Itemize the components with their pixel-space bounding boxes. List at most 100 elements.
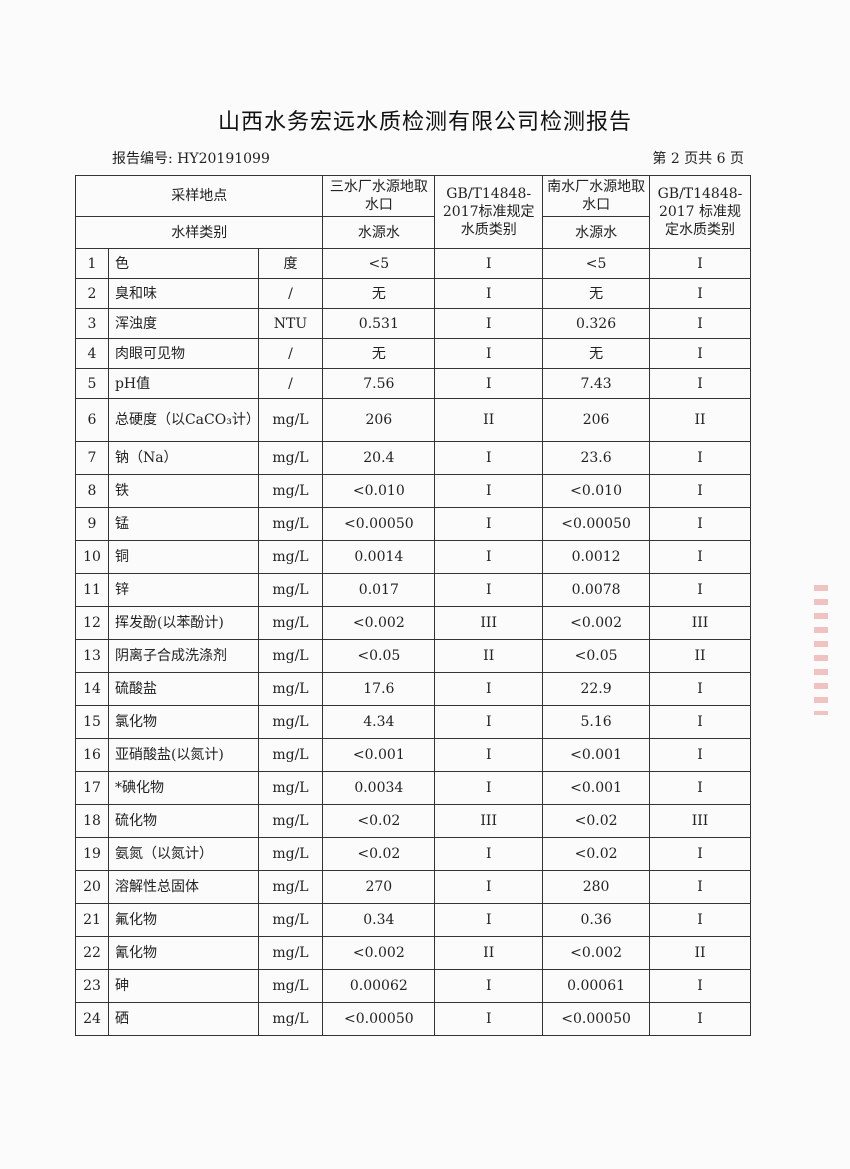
site2-class: I: [649, 870, 751, 904]
site2-class: I: [649, 338, 751, 369]
unit: mg/L: [257, 837, 324, 871]
site2-value: <0.00050: [542, 507, 650, 541]
site1-value: 4.34: [322, 705, 436, 739]
site2-class: I: [649, 507, 751, 541]
site2-value: 无: [542, 278, 650, 309]
site2-value: 23.6: [542, 441, 650, 475]
site1-class: I: [434, 672, 544, 706]
site2-value: <0.02: [542, 804, 650, 838]
item-name: 铜: [107, 540, 259, 574]
row-number: 14: [75, 672, 109, 706]
site2-name: 南水厂水源地取水口: [542, 175, 650, 217]
row-number: 10: [75, 540, 109, 574]
item-name: pH值: [107, 368, 259, 399]
site2-class: II: [649, 398, 751, 442]
site1-class: I: [434, 969, 544, 1003]
site1-class: I: [434, 308, 544, 339]
site2-class: I: [649, 474, 751, 508]
unit: mg/L: [257, 639, 324, 673]
site1-class: I: [434, 837, 544, 871]
row-number: 3: [75, 308, 109, 339]
report-number: 报告编号: HY20191099: [112, 151, 270, 167]
report-title: 山西水务宏远水质检测有限公司检测报告: [217, 110, 632, 135]
item-name: 锌: [107, 573, 259, 607]
row-number: 7: [75, 441, 109, 475]
site2-value: 0.0012: [542, 540, 650, 574]
unit: mg/L: [257, 441, 324, 475]
table-row: 4 肉眼可见物 / 无 I 无 I: [75, 338, 751, 369]
item-name: 阴离子合成洗涤剂: [107, 639, 259, 673]
site1-value: 0.531: [322, 308, 436, 339]
row-number: 20: [75, 870, 109, 904]
site2-class: I: [649, 705, 751, 739]
unit: mg/L: [257, 936, 324, 970]
table-row: 20 溶解性总固体 mg/L 270 I 280 I: [75, 870, 751, 904]
unit: mg/L: [257, 969, 324, 1003]
site1-value: 270: [322, 870, 436, 904]
site1-value: 0.34: [322, 903, 436, 937]
item-name: 硒: [107, 1002, 259, 1036]
site1-value: <0.002: [322, 606, 436, 640]
site2-class: I: [649, 308, 751, 339]
item-name: 臭和味: [107, 278, 259, 309]
site2-class: I: [649, 969, 751, 1003]
site1-value: 0.0014: [322, 540, 436, 574]
site2-class: II: [649, 639, 751, 673]
site1-value: 0.0034: [322, 771, 436, 805]
table-row: 15 氯化物 mg/L 4.34 I 5.16 I: [75, 705, 751, 739]
row-number: 24: [75, 1002, 109, 1036]
item-name: 氰化物: [107, 936, 259, 970]
site1-value: 无: [322, 338, 436, 369]
row-number: 9: [75, 507, 109, 541]
site1-type: 水源水: [322, 216, 436, 249]
row-number: 13: [75, 639, 109, 673]
site1-class: I: [434, 441, 544, 475]
row-number: 17: [75, 771, 109, 805]
site2-class: I: [649, 248, 751, 279]
site1-class: I: [434, 540, 544, 574]
table-row: 19 氨氮（以氮计） mg/L <0.02 I <0.02 I: [75, 837, 751, 871]
site1-value: <0.001: [322, 738, 436, 772]
site2-value: <0.002: [542, 936, 650, 970]
site2-class: I: [649, 1002, 751, 1036]
site2-class: I: [649, 540, 751, 574]
site1-value: 无: [322, 278, 436, 309]
site1-value: <0.010: [322, 474, 436, 508]
table-row: 10 铜 mg/L 0.0014 I 0.0012 I: [75, 540, 751, 574]
site2-value: 无: [542, 338, 650, 369]
site1-class: I: [434, 1002, 544, 1036]
site1-class: III: [434, 606, 544, 640]
site2-class: II: [649, 936, 751, 970]
site1-class: I: [434, 738, 544, 772]
site1-value: 0.00062: [322, 969, 436, 1003]
item-name: 浑浊度: [107, 308, 259, 339]
table-row: 21 氟化物 mg/L 0.34 I 0.36 I: [75, 903, 751, 937]
table-row: 13 阴离子合成洗涤剂 mg/L <0.05 II <0.05 II: [75, 639, 751, 673]
site2-value: <0.001: [542, 771, 650, 805]
site1-class: II: [434, 936, 544, 970]
table-row: 5 pH值/7.56 I 7.43 I: [75, 368, 751, 399]
unit: mg/L: [257, 738, 324, 772]
table-row: 3 浑浊度 NTU 0.531 I 0.326 I: [75, 308, 751, 339]
site2-class: I: [649, 771, 751, 805]
unit: mg/L: [257, 1002, 324, 1036]
unit: NTU: [257, 308, 324, 339]
row-number: 6: [75, 398, 109, 442]
results-table: 采样地点 三水厂水源地取水口 GB/T14848-2017标准规定水质类别 南水…: [74, 175, 751, 1036]
unit: /: [257, 278, 324, 309]
row-number: 8: [75, 474, 109, 508]
table-row: 7 钠（Na） mg/L 20.4 I 23.6 I: [75, 441, 751, 475]
site2-value: 7.43: [542, 368, 650, 399]
unit: mg/L: [257, 903, 324, 937]
row-number: 12: [75, 606, 109, 640]
site2-class: III: [649, 804, 751, 838]
site1-class: I: [434, 507, 544, 541]
item-name: 总硬度（以CaCO₃计）: [107, 398, 260, 442]
item-name: 铁: [107, 474, 259, 508]
unit: /: [257, 368, 324, 399]
row-number: 16: [75, 738, 109, 772]
site2-value: <5: [542, 248, 650, 279]
site2-value: 206: [542, 398, 650, 442]
site2-value: <0.05: [542, 639, 650, 673]
row-number: 5: [75, 368, 109, 399]
